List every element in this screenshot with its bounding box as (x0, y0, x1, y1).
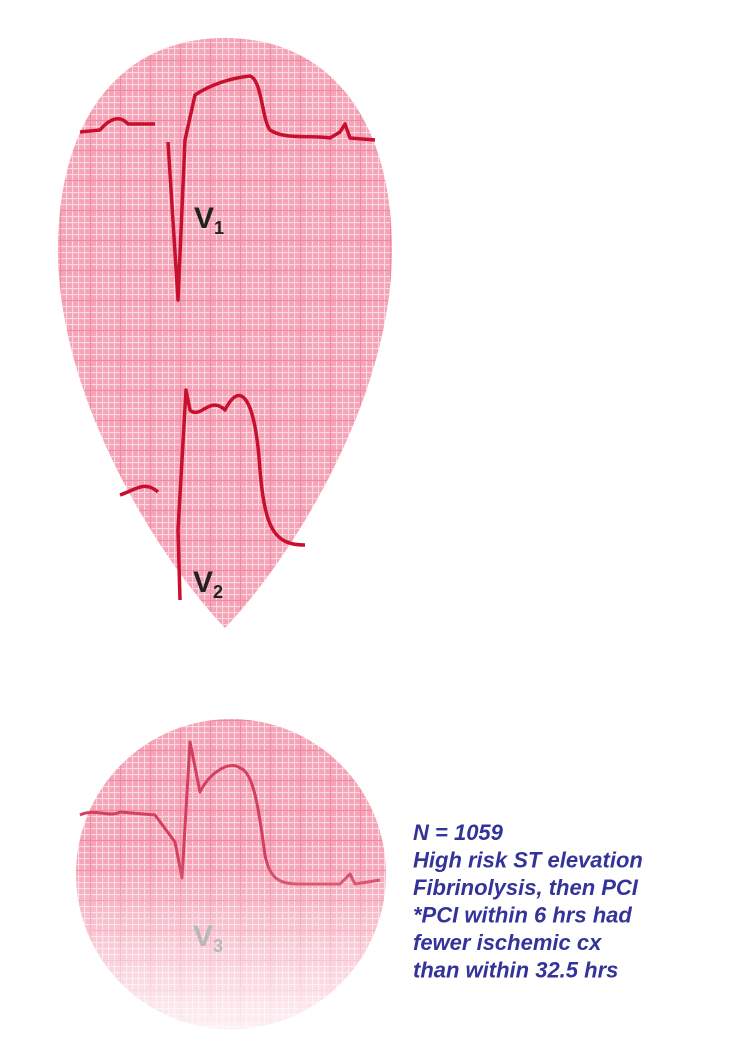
ecg-trace-v2 (119, 388, 306, 601)
fade-overlay (76, 719, 386, 1029)
note-line: than within 32.5 hrs (413, 958, 618, 983)
note-line: Fibrinolysis, then PCI (413, 875, 639, 900)
notes: N = 1059 High risk ST elevationFibrinolys… (413, 820, 643, 983)
ecg-trace-v1 (79, 74, 376, 302)
lead-label: V2 (193, 566, 223, 602)
note-line: High risk ST elevation (413, 848, 643, 873)
note-line: N = 1059 (413, 820, 504, 845)
ecg-panel (58, 38, 392, 628)
note-line: *PCI within 6 hrs had (413, 903, 632, 928)
lead-label: V3 (193, 920, 223, 956)
lead-label: V1 (194, 202, 224, 238)
note-line: fewer ischemic cx (413, 930, 602, 955)
